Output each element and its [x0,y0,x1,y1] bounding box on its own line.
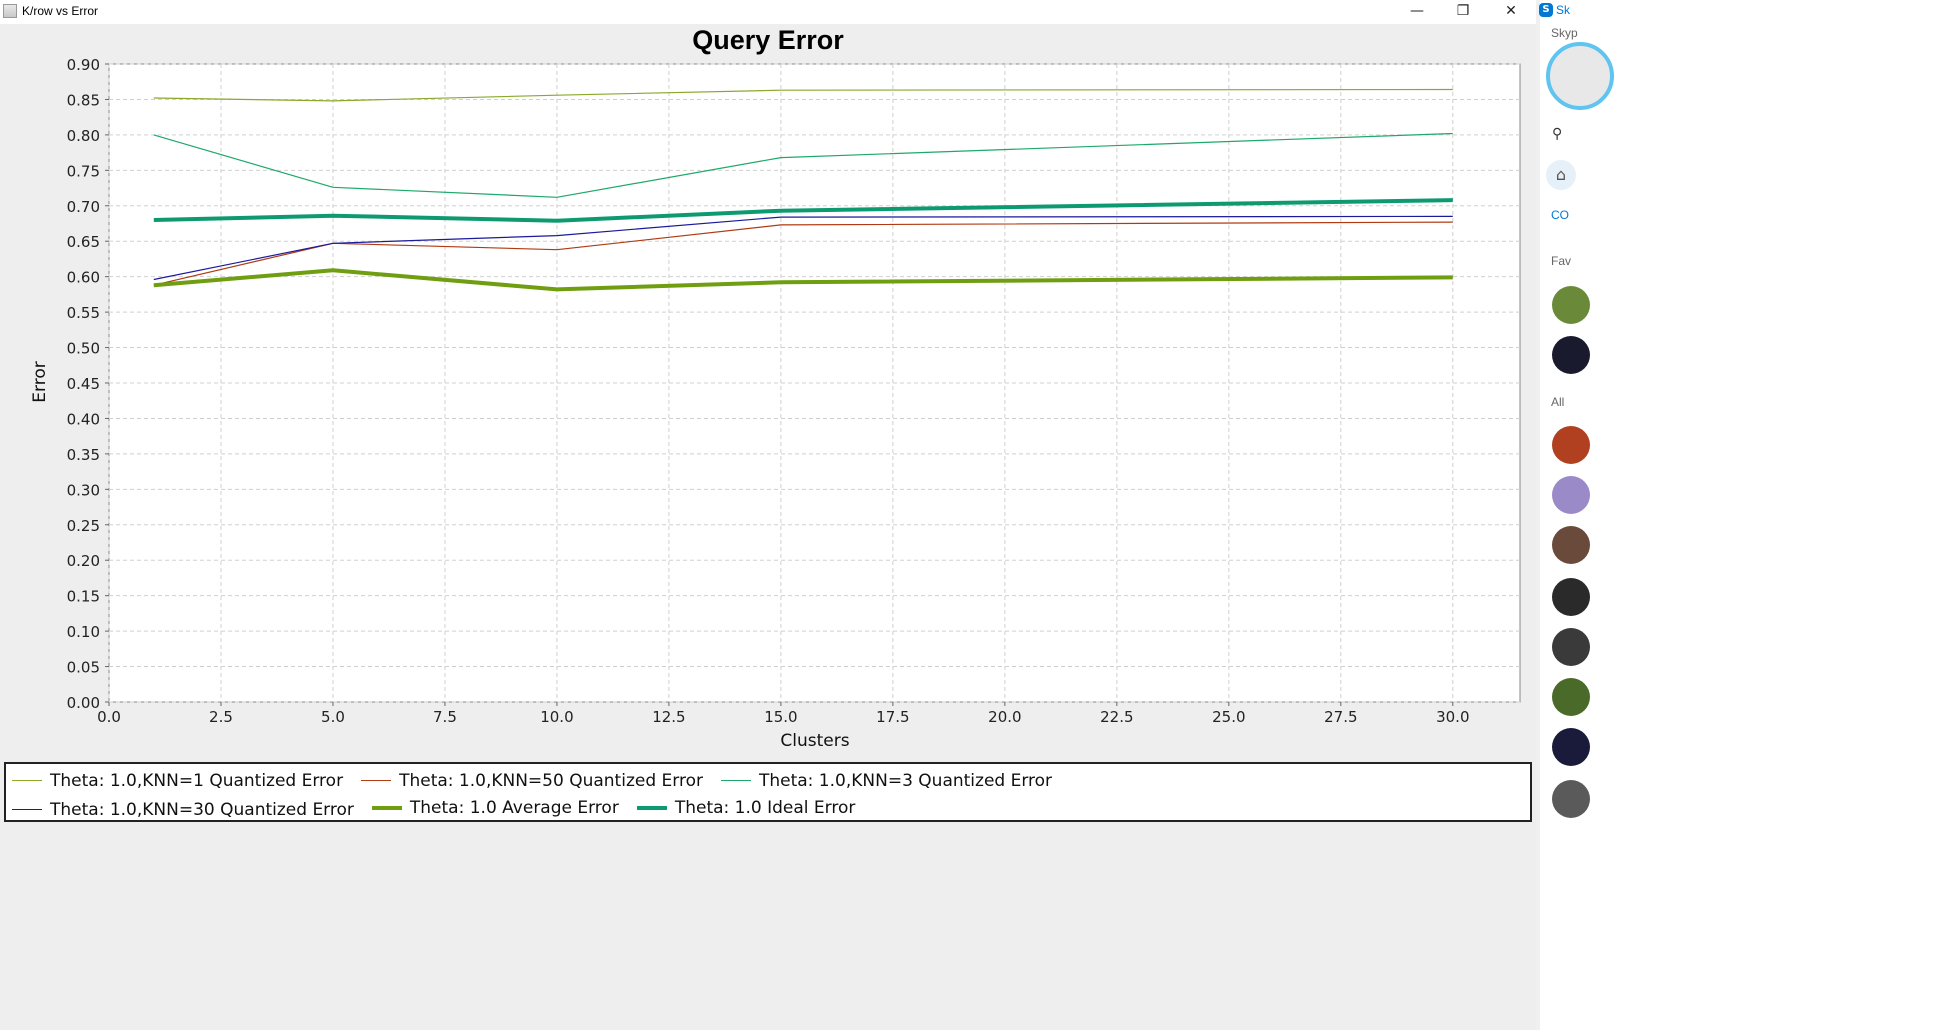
y-axis-ticks: 0.00 0.05 0.10 0.15 0.20 0.25 0.30 0.35 0.40 0.45… [67,56,109,712]
x-axis-label: Clusters [780,731,849,751]
contact-avatar[interactable] [1552,476,1590,514]
x-axis-ticks: 0.0 2.5 5.0 7.5 10.0 12.5 15.0 17.5 20.0 22.5 25.0… [97,702,1470,726]
legend-swatch [636,806,667,810]
x-tick-label: 17.5 [876,708,909,726]
y-tick-label: 0.05 [67,659,100,677]
chart-window: K/row vs Error — ❐ ✕ Query Error 0.00 0.0… [0,0,1536,822]
favorites-label: Fav [1551,254,1572,268]
legend-label: Theta: 1.0,KNN=50 Quantized Error [399,770,703,791]
profile-avatar[interactable] [1546,42,1614,110]
legend-swatch [12,809,42,810]
chart-canvas: Query Error 0.00 0.05 0.10 0.15 0.20 0.25 0.30… [30,25,1521,751]
window-title: K/row vs Error [22,4,99,18]
y-tick-label: 0.80 [67,127,100,145]
y-tick-label: 0.35 [67,446,100,464]
x-tick-label: 25.0 [1212,708,1245,726]
y-axis-label: Error [30,361,50,402]
y-tick-label: 0.55 [67,304,100,322]
series-line-3 [153,132,1453,198]
legend-label: Theta: 1.0 Ideal Error [674,798,856,818]
x-tick-label: 15.0 [764,708,797,726]
contact-avatar[interactable] [1552,336,1590,374]
contacts-label[interactable]: CO [1551,208,1569,222]
maximize-button[interactable]: ❐ [1456,3,1470,19]
legend-item: Theta: 1.0,KNN=30 Quantized Error [12,800,354,820]
legend-item: Theta: 1.0,KNN=1 Quantized Error [12,771,343,791]
contact-avatar[interactable] [1552,780,1590,818]
y-tick-label: 0.90 [67,56,100,74]
legend-label: Theta: 1.0,KNN=30 Quantized Error [50,799,354,820]
contact-avatar[interactable] [1552,426,1590,464]
y-tick-label: 0.50 [67,340,100,358]
legend-item: Theta: 1.0,KNN=3 Quantized Error [720,770,1053,791]
y-tick-label: 0.25 [67,517,100,535]
minimize-button[interactable]: — [1410,3,1424,19]
title-bar: K/row vs Error — ❐ ✕ [0,0,1536,24]
y-tick-label: 0.00 [67,694,100,712]
x-tick-label: 7.5 [433,708,457,726]
series-line-5 [153,268,1453,292]
y-tick-label: 0.45 [67,375,100,393]
plot-area [108,63,1521,703]
legend-swatch [361,780,392,781]
x-tick-label: 20.0 [988,708,1021,726]
y-tick-label: 0.30 [67,481,100,499]
x-tick-label: 10.0 [540,708,573,726]
legend-item: Theta: 1.0 Ideal Error [636,798,856,818]
all-contacts-label: All [1551,395,1565,409]
chart-title: Query Error [692,25,844,55]
y-tick-label: 0.60 [67,269,100,287]
y-tick-label: 0.10 [67,623,100,641]
legend-swatch [12,780,42,781]
y-tick-label: 0.75 [67,162,100,180]
contact-avatar[interactable] [1552,728,1590,766]
series-line-4 [153,215,1453,281]
contact-avatar[interactable] [1552,678,1590,716]
y-tick-label: 0.20 [67,552,100,570]
skype-icon: S [1539,3,1553,17]
contact-avatar[interactable] [1552,526,1590,564]
y-tick-label: 0.40 [67,410,100,428]
legend-label: Theta: 1.0 Average Error [409,798,619,818]
java-app-icon [3,4,17,18]
legend-item: Theta: 1.0,KNN=50 Quantized Error [361,771,703,791]
contact-avatar[interactable] [1552,578,1590,616]
x-tick-label: 22.5 [1100,708,1133,726]
legend-label: Theta: 1.0,KNN=3 Quantized Error [758,770,1053,791]
x-tick-label: 2.5 [209,708,233,726]
skype-title: Sk [1556,3,1571,17]
legend-label: Theta: 1.0,KNN=1 Quantized Error [50,770,344,791]
contact-avatar[interactable] [1552,628,1590,666]
x-tick-label: 0.0 [97,708,121,726]
x-tick-label: 12.5 [652,708,685,726]
home-icon[interactable]: ⌂ [1546,160,1576,190]
skype-subtitle: Skyp [1551,26,1578,40]
chart-legend: Theta: 1.0,KNN=1 Quantized Error Theta: 1… [4,762,1532,822]
scrollbar[interactable] [1536,0,1540,1030]
series-line-6 [153,198,1453,223]
series-line-2 [153,221,1453,286]
y-tick-label: 0.15 [67,588,100,606]
series-line-1 [153,88,1453,102]
search-icon[interactable]: ⚲ [1552,126,1563,142]
x-tick-label: 30.0 [1436,708,1469,726]
x-tick-label: 5.0 [321,708,345,726]
legend-swatch [720,780,751,781]
y-tick-label: 0.85 [67,91,100,109]
legend-item: Theta: 1.0 Average Error [371,798,619,818]
y-tick-label: 0.70 [67,198,100,216]
y-tick-label: 0.65 [67,233,100,251]
close-button[interactable]: ✕ [1505,3,1517,19]
contact-avatar[interactable] [1552,286,1590,324]
series-lines [153,88,1453,292]
x-tick-label: 27.5 [1324,708,1357,726]
skype-side-panel: S Sk Skyp ⚲ ⌂ CO Fav All [1536,0,1959,1030]
legend-swatch [371,806,402,810]
